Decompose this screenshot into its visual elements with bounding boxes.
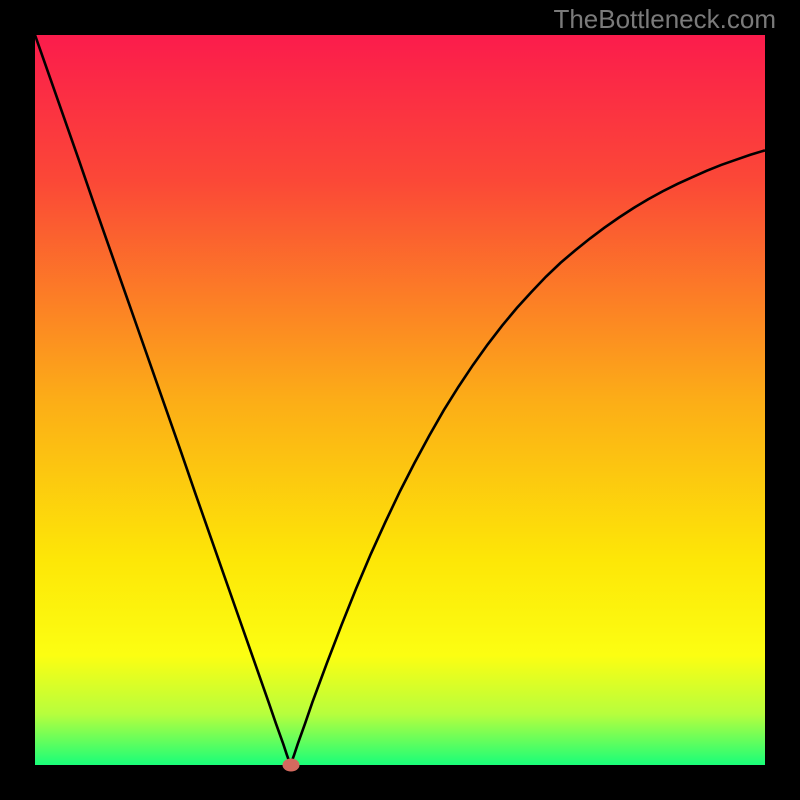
attribution-text: TheBottleneck.com (553, 4, 776, 35)
chart-container: TheBottleneck.com (0, 0, 800, 800)
optimal-point-marker (282, 759, 299, 772)
plot-background-gradient (35, 35, 765, 765)
